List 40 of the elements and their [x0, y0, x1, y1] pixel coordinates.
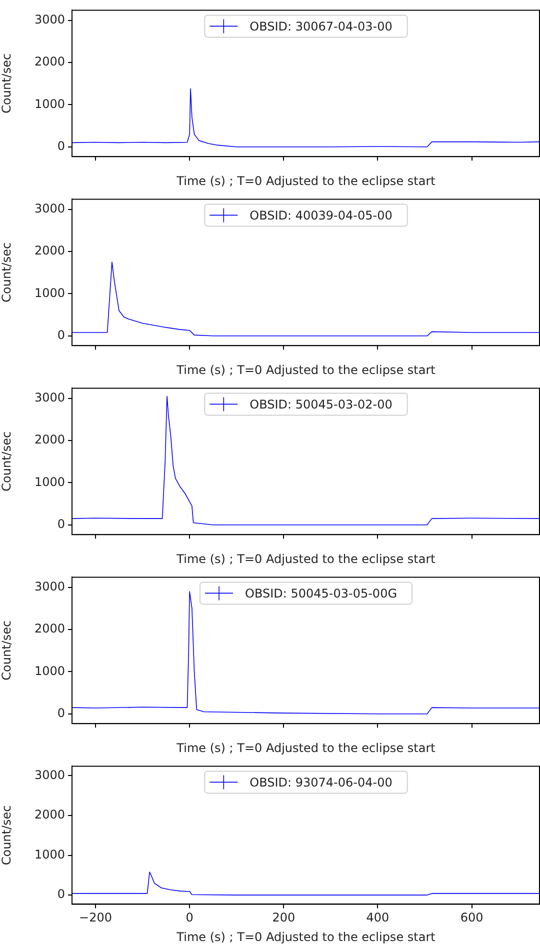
y-tick-label: 0 — [57, 328, 65, 342]
y-tick-label: 1000 — [34, 96, 65, 111]
x-tick-label: 600 — [460, 910, 484, 925]
x-axis-title: Time (s) ; T=0 Adjusted to the eclipse start — [176, 362, 436, 377]
y-tick-label: 1000 — [34, 474, 65, 489]
y-axis-title: Count/sec — [0, 620, 14, 680]
y-tick-label: 2000 — [34, 622, 65, 636]
y-tick-label: 3000 — [34, 201, 65, 216]
y-tick-label: 3000 — [34, 390, 65, 404]
x-axis-title: Time (s) ; T=0 Adjusted to the eclipse start — [176, 930, 436, 944]
y-tick-label: 0 — [57, 887, 65, 902]
legend-label: OBSID: 40039-04-05-00 — [250, 208, 392, 222]
x-axis-title: Time (s) ; T=0 Adjusted to the eclipse start — [176, 552, 436, 566]
y-tick-label: 2000 — [34, 54, 65, 69]
y-tick-label: 2000 — [34, 244, 65, 258]
x-tick-label: −200 — [79, 910, 112, 925]
y-tick-label: 0 — [57, 517, 65, 532]
legend-label: OBSID: 50045-03-05-00G — [245, 586, 398, 600]
y-tick-label: 3000 — [34, 768, 65, 782]
x-tick-label: 0 — [186, 910, 194, 925]
y-tick-label: 3000 — [34, 12, 65, 26]
y-tick-label: 3000 — [34, 579, 65, 594]
x-tick-label: 400 — [366, 910, 390, 925]
x-axis-title: Time (s) ; T=0 Adjusted to the eclipse start — [176, 174, 436, 188]
y-tick-label: 1000 — [34, 847, 65, 862]
y-axis-title: Count/sec — [0, 805, 14, 866]
x-axis-title: Time (s) ; T=0 Adjusted to the eclipse start — [176, 740, 436, 755]
y-axis-title: Count/sec — [0, 53, 14, 114]
legend-label: OBSID: 93074-06-04-00 — [250, 775, 392, 790]
legend-label: OBSID: 50045-03-02-00 — [250, 397, 392, 412]
y-tick-label: 2000 — [34, 432, 65, 447]
y-tick-label: 0 — [57, 139, 65, 154]
y-tick-label: 1000 — [34, 664, 65, 678]
y-tick-label: 1000 — [34, 286, 65, 300]
legend-label: OBSID: 30067-04-03-00 — [250, 19, 392, 34]
y-tick-label: 2000 — [34, 808, 65, 822]
y-axis-title: Count/sec — [0, 242, 14, 302]
x-tick-label: 200 — [272, 910, 296, 925]
y-axis-title: Count/sec — [0, 431, 14, 492]
y-tick-label: 0 — [57, 706, 65, 720]
